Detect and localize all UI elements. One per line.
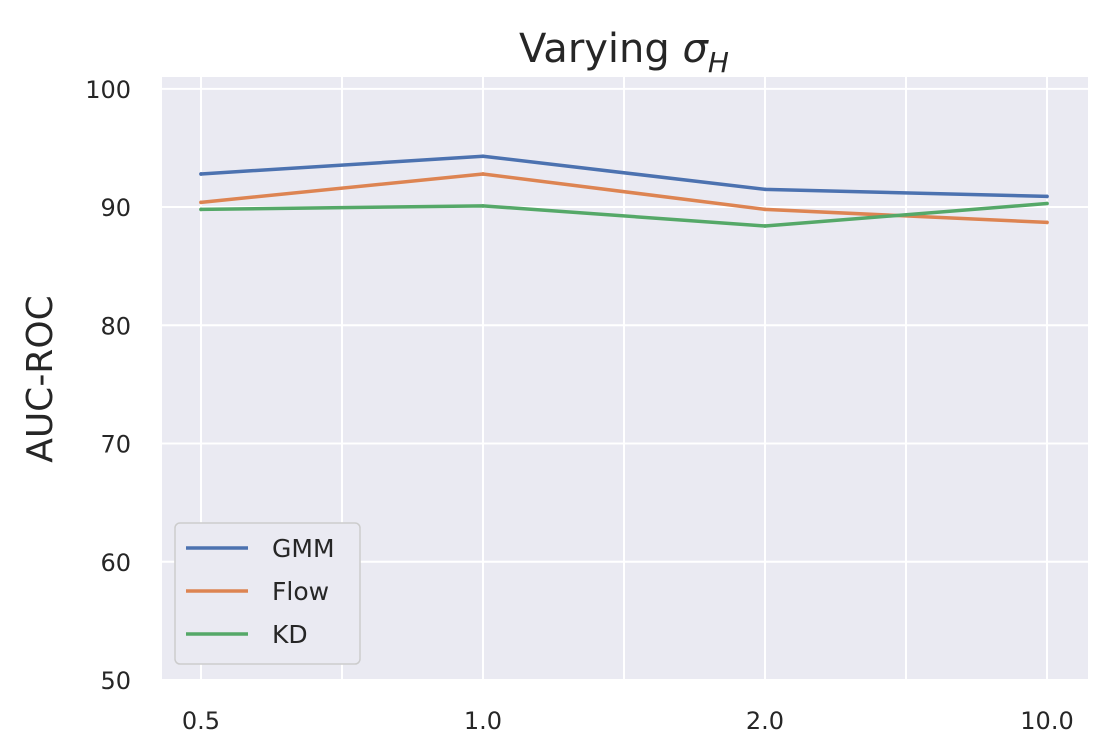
series-line-gmm (199, 154, 1049, 199)
series-line-kd (199, 201, 1049, 228)
data-point-kd (481, 204, 485, 208)
data-point-flow (481, 172, 485, 176)
data-point-kd (199, 207, 203, 212)
y-tick-label: 50 (100, 667, 131, 695)
x-tick-label: 2.0 (746, 707, 784, 735)
y-tick-label: 70 (100, 431, 131, 459)
y-ticks: 50 60 70 80 90 100 (85, 76, 131, 695)
chart-title-subscript: H (708, 46, 729, 79)
data-point-gmm (199, 172, 203, 176)
legend-items: GMM Flow KD (186, 534, 335, 649)
y-axis-label: AUC-ROC (20, 295, 61, 463)
series-layer (199, 154, 1049, 228)
data-point-kd (1045, 201, 1049, 206)
data-point-gmm (481, 154, 485, 159)
legend-label-gmm: GMM (272, 534, 335, 563)
legend-box (174, 522, 361, 665)
legend-label-kd: KD (272, 620, 308, 649)
y-tick-label: 90 (100, 194, 131, 222)
data-point-flow (1045, 220, 1049, 225)
x-tick-label: 10.0 (1020, 707, 1073, 735)
data-point-flow (763, 207, 767, 212)
legend-label-flow: Flow (272, 577, 329, 606)
data-point-gmm (763, 187, 767, 192)
y-tick-label: 60 (100, 549, 131, 577)
chart-title-prefix: Varying (519, 26, 682, 72)
y-tick-label: 100 (85, 76, 131, 104)
chart-title: Varying σH (519, 26, 729, 79)
chart-title-symbol: σ (683, 26, 710, 72)
x-tick-label: 1.0 (464, 707, 502, 735)
data-point-kd (763, 224, 767, 228)
data-point-gmm (1045, 194, 1049, 199)
data-point-flow (199, 200, 203, 205)
x-ticks: 0.5 1.0 2.0 10.0 (182, 707, 1074, 735)
x-tick-label: 0.5 (182, 707, 220, 735)
legend: GMM Flow KD (174, 522, 361, 665)
y-tick-label: 80 (100, 312, 131, 340)
